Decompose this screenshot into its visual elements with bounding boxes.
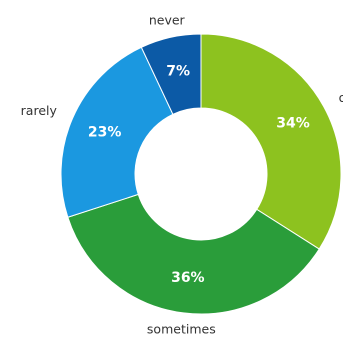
value-label-rarely: 23% <box>88 124 122 140</box>
category-label-sometimes: sometimes <box>147 321 216 336</box>
value-label-often: 34% <box>276 115 310 131</box>
slice-never <box>140 33 202 115</box>
slice-rarely <box>60 46 174 218</box>
donut-slices <box>60 33 342 315</box>
donut-category-labels: often sometimes rarely never <box>21 12 343 336</box>
category-label-rarely: rarely <box>21 103 58 118</box>
slice-sometimes <box>67 193 320 315</box>
donut-value-labels: 34% 36% 23% 7% <box>88 64 310 287</box>
slice-often <box>200 33 342 250</box>
category-label-never: never <box>149 12 186 27</box>
value-label-never: 7% <box>166 64 190 80</box>
value-label-sometimes: 36% <box>171 270 205 286</box>
category-label-often: often <box>339 90 343 105</box>
